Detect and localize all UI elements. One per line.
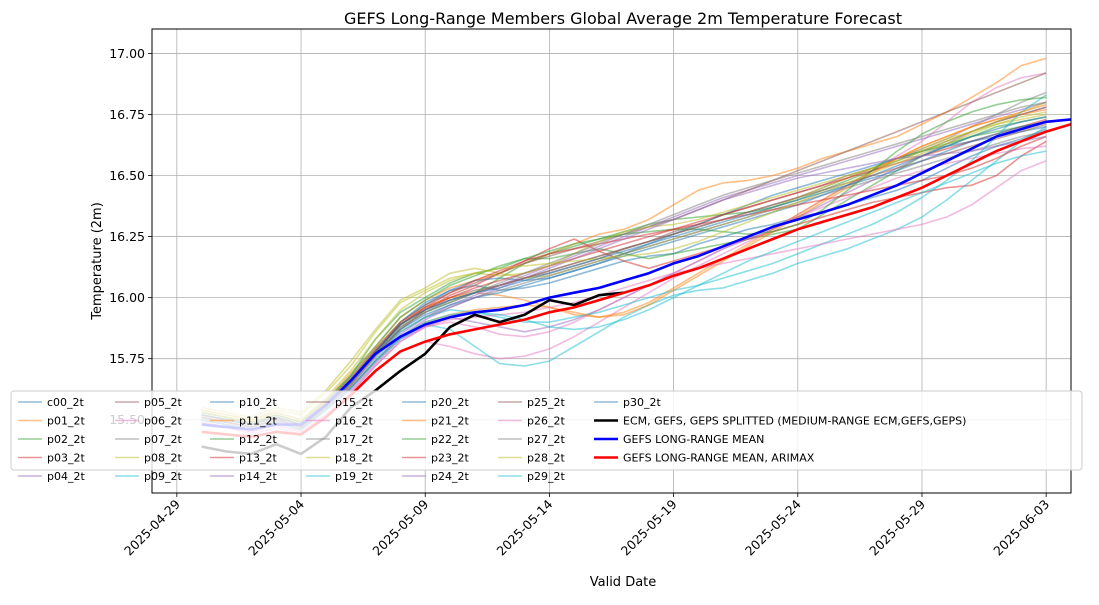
legend-label: p23_2t xyxy=(431,452,469,465)
plot-frame xyxy=(151,28,1072,494)
legend-label: p15_2t xyxy=(335,396,373,409)
legend-label: p18_2t xyxy=(335,452,373,465)
legend-label: p14_2t xyxy=(239,470,277,483)
series-line-p03-2t xyxy=(201,140,1047,428)
legend-label: p05_2t xyxy=(144,396,182,409)
legend-label: p22_2t xyxy=(431,433,469,446)
legend-label: p28_2t xyxy=(527,452,565,465)
series-line-p13-2t xyxy=(201,118,1047,426)
legend-label: p01_2t xyxy=(47,415,85,428)
series-line-p20-2t xyxy=(201,116,1047,428)
series-line-p22-2t xyxy=(201,96,1047,424)
y-tick-label: 16.25 xyxy=(109,229,145,244)
x-tick-label: 2025-04-29 xyxy=(121,496,183,558)
legend-label: p27_2t xyxy=(527,433,565,446)
x-tick-label: 2025-05-19 xyxy=(618,496,680,558)
legend-label: p07_2t xyxy=(144,433,182,446)
x-tick-label: 2025-05-29 xyxy=(866,496,928,558)
legend-label: p09_2t xyxy=(144,470,182,483)
y-tick-label: 16.50 xyxy=(109,168,145,183)
legend-label: p19_2t xyxy=(335,470,373,483)
y-tick-label: 17.00 xyxy=(109,46,145,61)
series-line-p25-2t xyxy=(201,123,1047,426)
series-line-p12-2t xyxy=(201,121,1047,428)
series-line-p21-2t xyxy=(201,103,1047,431)
legend-label: p24_2t xyxy=(431,470,469,483)
legend: c00_2t p01_2t p02_2t p03_2t p04_2t p05_2t p06_… xyxy=(10,390,1083,483)
legend-label: c00_2t xyxy=(47,396,85,409)
y-tick-label: 16.00 xyxy=(109,290,145,305)
series-group xyxy=(201,57,1071,456)
legend-label: p06_2t xyxy=(144,415,182,428)
legend-label: p25_2t xyxy=(527,396,565,409)
x-tick-label: 2025-05-14 xyxy=(494,496,556,558)
x-tick-label: 2025-06-03 xyxy=(990,497,1052,559)
x-tick-label: 2025-05-24 xyxy=(742,496,804,558)
legend-box xyxy=(10,390,1083,471)
legend-label: p08_2t xyxy=(144,452,182,465)
series-line-p02-2t xyxy=(201,116,1047,426)
x-axis-label: Valid Date xyxy=(590,575,657,590)
series-line-p01-2t xyxy=(201,57,1047,421)
legend-label: p11_2t xyxy=(239,415,277,428)
legend-label: p21_2t xyxy=(431,415,469,428)
legend-label: p17_2t xyxy=(335,433,373,446)
legend-label: p13_2t xyxy=(239,452,277,465)
legend-label: p02_2t xyxy=(47,433,85,446)
series-line-p28-2t xyxy=(201,111,1047,424)
legend-label: p16_2t xyxy=(335,415,373,428)
legend-label: GEFS LONG-RANGE MEAN, ARIMAX xyxy=(623,452,815,465)
y-tick-label: 15.75 xyxy=(109,351,145,366)
y-axis-label: Temperature (2m) xyxy=(90,202,105,321)
legend-label: p30_2t xyxy=(623,396,661,409)
legend-label: GEFS LONG-RANGE MEAN xyxy=(623,433,764,446)
y-tick-label: 16.75 xyxy=(109,107,145,122)
legend-label: p03_2t xyxy=(47,452,85,465)
legend-label: ECM, GEFS, GEPS SPLITTED (MEDIUM-RANGE E… xyxy=(623,415,966,428)
series-line-p08-2t xyxy=(201,113,1047,419)
x-tick-label: 2025-05-04 xyxy=(245,496,307,558)
chart-title: GEFS Long-Range Members Global Average 2… xyxy=(344,9,902,28)
legend-label: p26_2t xyxy=(527,415,565,428)
series-line-gefs-long-range-mean xyxy=(201,118,1071,431)
legend-label: p04_2t xyxy=(47,470,85,483)
legend-label: p12_2t xyxy=(239,433,277,446)
x-tick-label: 2025-05-09 xyxy=(369,496,431,558)
legend-label: p29_2t xyxy=(527,470,565,483)
legend-label: p10_2t xyxy=(239,396,277,409)
legend-label: p20_2t xyxy=(431,396,469,409)
series-line-p19-2t xyxy=(201,94,1047,431)
